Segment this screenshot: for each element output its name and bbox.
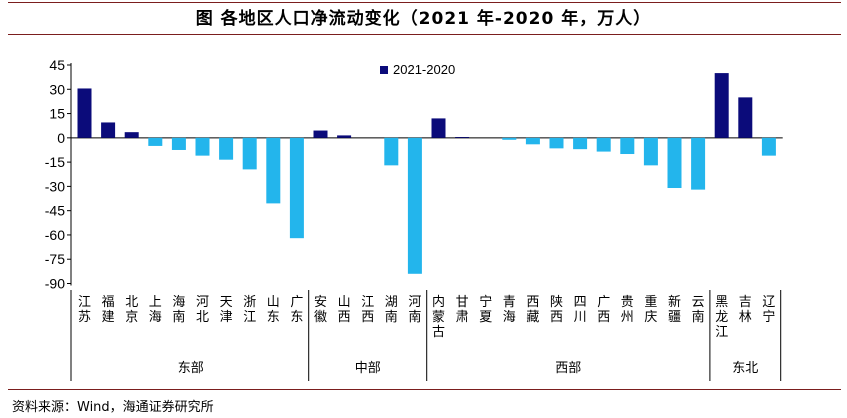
bar: [596, 137, 611, 152]
x-tick-label: 贵州: [621, 295, 634, 325]
x-tick-label: 吉林: [739, 295, 752, 325]
x-tick-label: 江苏: [78, 295, 91, 325]
bar: [242, 137, 257, 170]
bar: [266, 137, 281, 204]
bar: [502, 137, 517, 140]
top-rule: [8, 2, 841, 3]
bar: [148, 137, 163, 146]
y-tick-label: 0: [57, 130, 65, 146]
bar: [77, 88, 92, 138]
bar: [384, 137, 399, 166]
x-tick-label: 陕西: [550, 295, 563, 325]
x-tick-label: 广东: [290, 295, 303, 325]
x-tick-label: 安徽: [314, 295, 327, 325]
bar: [455, 137, 470, 138]
group-label: 中部: [355, 361, 381, 376]
x-tick-label: 山西: [338, 295, 351, 325]
bar: [738, 97, 753, 138]
y-tick-label: 30: [49, 81, 65, 97]
y-tick-label: -90: [45, 276, 65, 292]
bar: [407, 137, 422, 274]
x-tick-label: 西藏: [526, 295, 539, 325]
x-tick-label: 河北: [196, 295, 209, 325]
x-tick-label: 青海: [503, 295, 516, 325]
bar: [761, 137, 776, 156]
x-tick-label: 河南: [408, 295, 421, 325]
x-tick-label: 山东: [267, 295, 280, 325]
legend-swatch: [380, 65, 388, 74]
bar: [549, 137, 564, 149]
x-tick-label: 重庆: [644, 294, 657, 325]
y-tick-label: -60: [45, 227, 65, 243]
bar: [219, 137, 234, 160]
x-tick-label: 江西: [361, 295, 374, 325]
legend-label: 2021-2020: [393, 62, 456, 77]
x-tick-label: 甘肃: [456, 295, 469, 325]
bar: [714, 73, 729, 138]
bar: [171, 137, 186, 150]
chart-title: 图 各地区人口净流动变化（2021 年-2020 年，万人）: [195, 9, 652, 29]
bar: [124, 132, 139, 138]
y-tick-label: -75: [45, 251, 65, 267]
bar: [431, 118, 446, 138]
y-tick-label: -30: [45, 178, 65, 194]
x-tick-label: 新疆: [668, 294, 681, 325]
x-tick-label: 浙江: [243, 295, 256, 325]
y-tick-label: -45: [45, 203, 65, 219]
x-tick-label: 宁夏: [479, 294, 492, 325]
x-tick-label: 黑龙江: [715, 295, 728, 340]
x-tick-label: 辽宁: [762, 295, 775, 325]
group-label: 东部: [178, 361, 204, 376]
bar: [195, 137, 210, 156]
bar: [313, 130, 328, 138]
group-label: 东北: [732, 361, 758, 376]
y-tick-label: 15: [49, 106, 65, 122]
bar: [337, 135, 352, 138]
x-tick-label: 内蒙古: [432, 294, 445, 340]
bar: [620, 137, 635, 155]
x-tick-label: 海南: [172, 295, 185, 325]
source-note: 资料来源：Wind，海通证券研究所: [12, 400, 214, 415]
bar: [667, 137, 682, 189]
legend: 2021-2020: [380, 62, 455, 77]
bar: [525, 137, 540, 145]
x-tick-label: 四川: [574, 295, 587, 325]
bar: [289, 137, 304, 239]
title-rule: [8, 34, 841, 35]
x-tick-label: 福建: [102, 295, 115, 325]
x-tick-label: 天津: [220, 295, 233, 325]
y-tick-label: 45: [49, 57, 65, 73]
x-tick-label: 北京: [125, 295, 138, 325]
bar: [691, 137, 706, 190]
x-tick-label: 云南: [692, 295, 705, 325]
x-tick-label: 广西: [597, 295, 610, 325]
bar: [101, 122, 116, 138]
x-tick-label: 上海: [149, 295, 162, 325]
x-tick-label: 湖南: [385, 295, 398, 325]
y-tick-label: -15: [45, 154, 65, 170]
group-label: 西部: [555, 361, 581, 376]
bar: [643, 137, 658, 166]
bar: [573, 137, 588, 150]
source-rule: [8, 389, 841, 390]
